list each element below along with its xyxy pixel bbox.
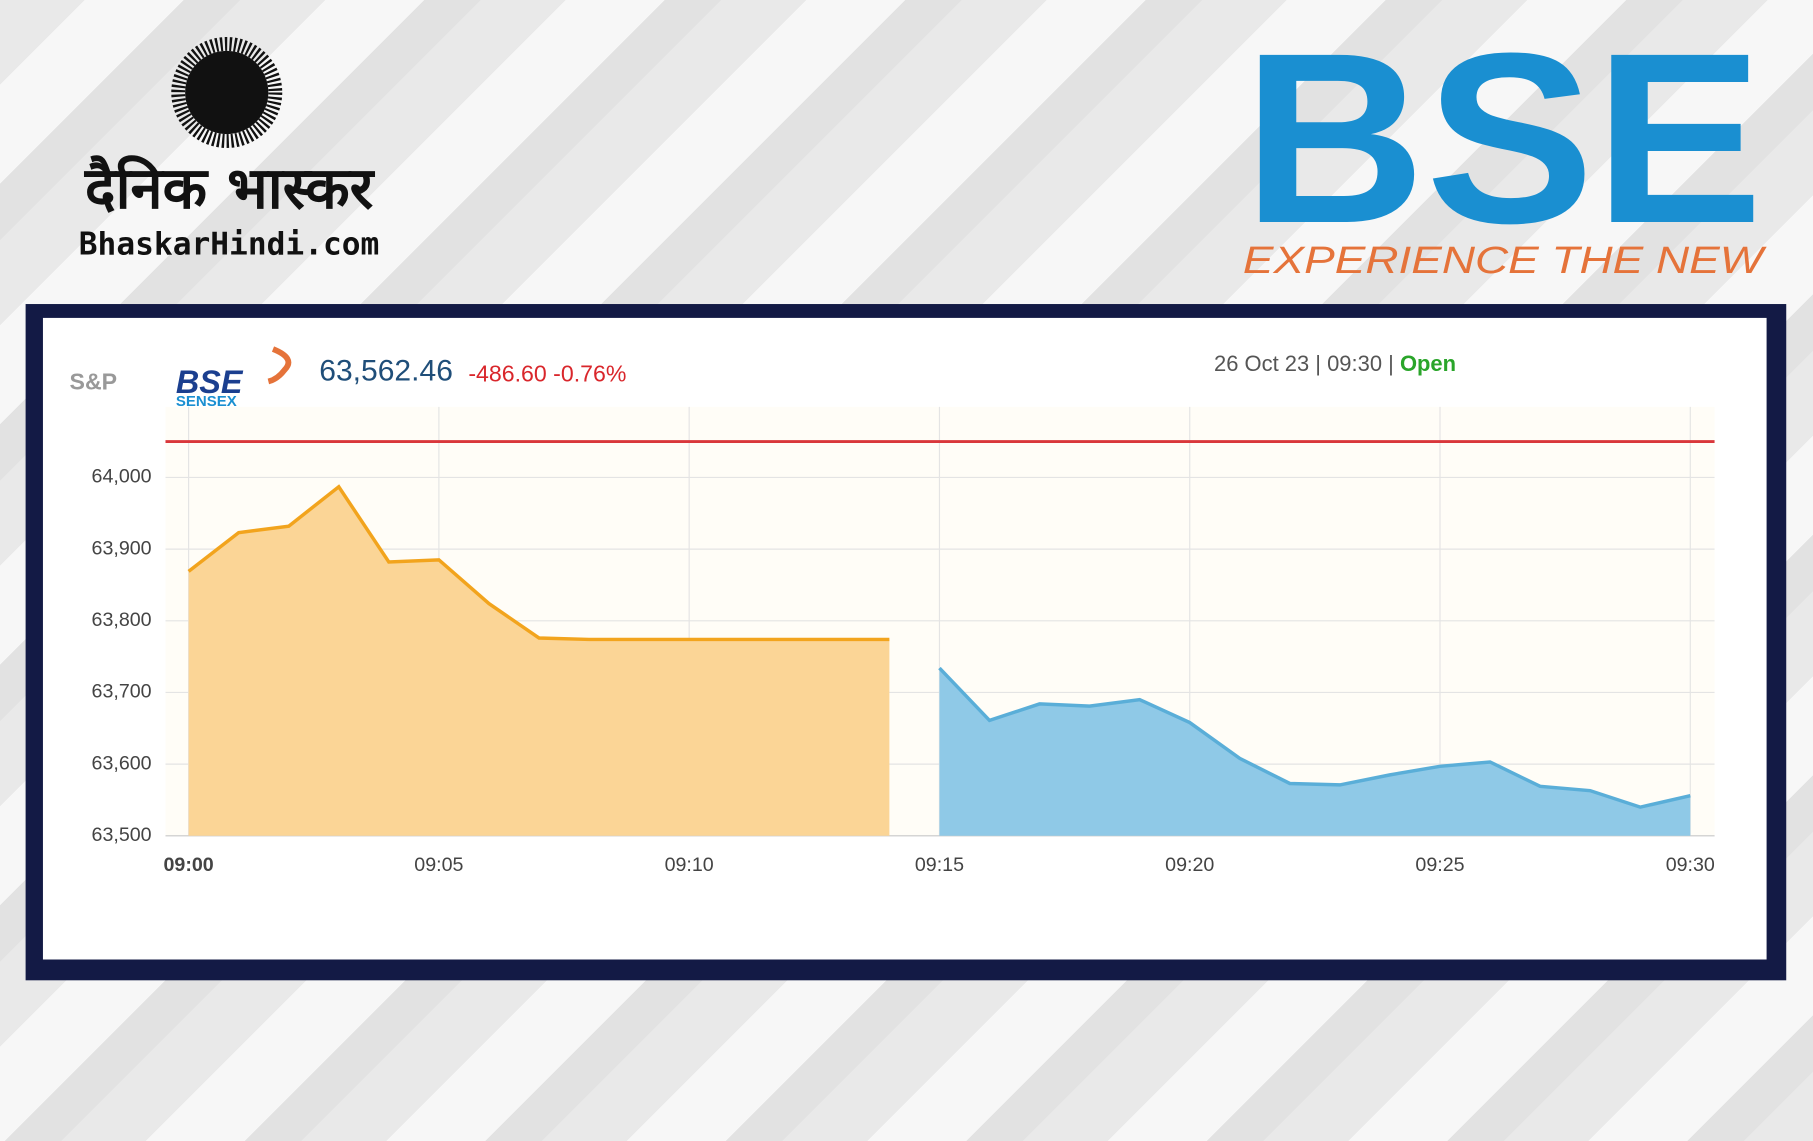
status-line: 26 Oct 23 | 09:30 | Open (1214, 351, 1456, 376)
x-tick-label: 09:30 (1666, 854, 1715, 876)
status: Open (1400, 351, 1456, 376)
y-tick-label: 63,900 (92, 537, 152, 559)
x-tick-label: 09:15 (915, 854, 964, 876)
area-fill (939, 668, 1691, 836)
sun (185, 50, 269, 135)
labels: 63,500 63,600 63,700 63,800 63,900 64,000 09:0… (92, 466, 1715, 876)
right-logo: BSE (1243, 3, 1763, 274)
timestamp: 26 Oct 23 | 09:30 | (1214, 351, 1394, 376)
y-tick-label: 63,600 (92, 752, 152, 774)
y-tick-label: 63,800 (92, 609, 152, 631)
area-line (938, 666, 1691, 809)
brand-swoosh (267, 346, 292, 385)
right-tagline: EXPERIENCE THE NEW (1243, 239, 1767, 282)
left-site: BhaskarHindi.com (79, 226, 380, 262)
price: 63,562.46 (319, 354, 453, 387)
left-logo: दैनिक भास्कर (84, 154, 376, 222)
area-fill (188, 486, 890, 836)
change-line: -486.60 -0.76% (468, 360, 626, 386)
x-tick-label: 09:10 (665, 854, 714, 876)
x-tick-label: 09:05 (414, 854, 463, 876)
sun-rays (171, 36, 283, 148)
x-tick-label: 09:00 (163, 854, 213, 876)
x-tick-label: 09:25 (1415, 854, 1464, 876)
x-tick-label: 09:20 (1165, 854, 1214, 876)
area-line (187, 484, 890, 642)
brand-prefix: S&P (70, 369, 118, 395)
y-tick-label: 63,500 (92, 824, 152, 846)
y-tick-label: 63,700 (92, 681, 152, 703)
change: -486.60 (468, 360, 546, 386)
marks (165, 440, 1715, 836)
index-name: SENSEX (176, 393, 237, 410)
y-tick-label: 64,000 (92, 466, 152, 488)
brand: BSE (176, 364, 244, 400)
change-percent: -0.76% (553, 360, 626, 386)
